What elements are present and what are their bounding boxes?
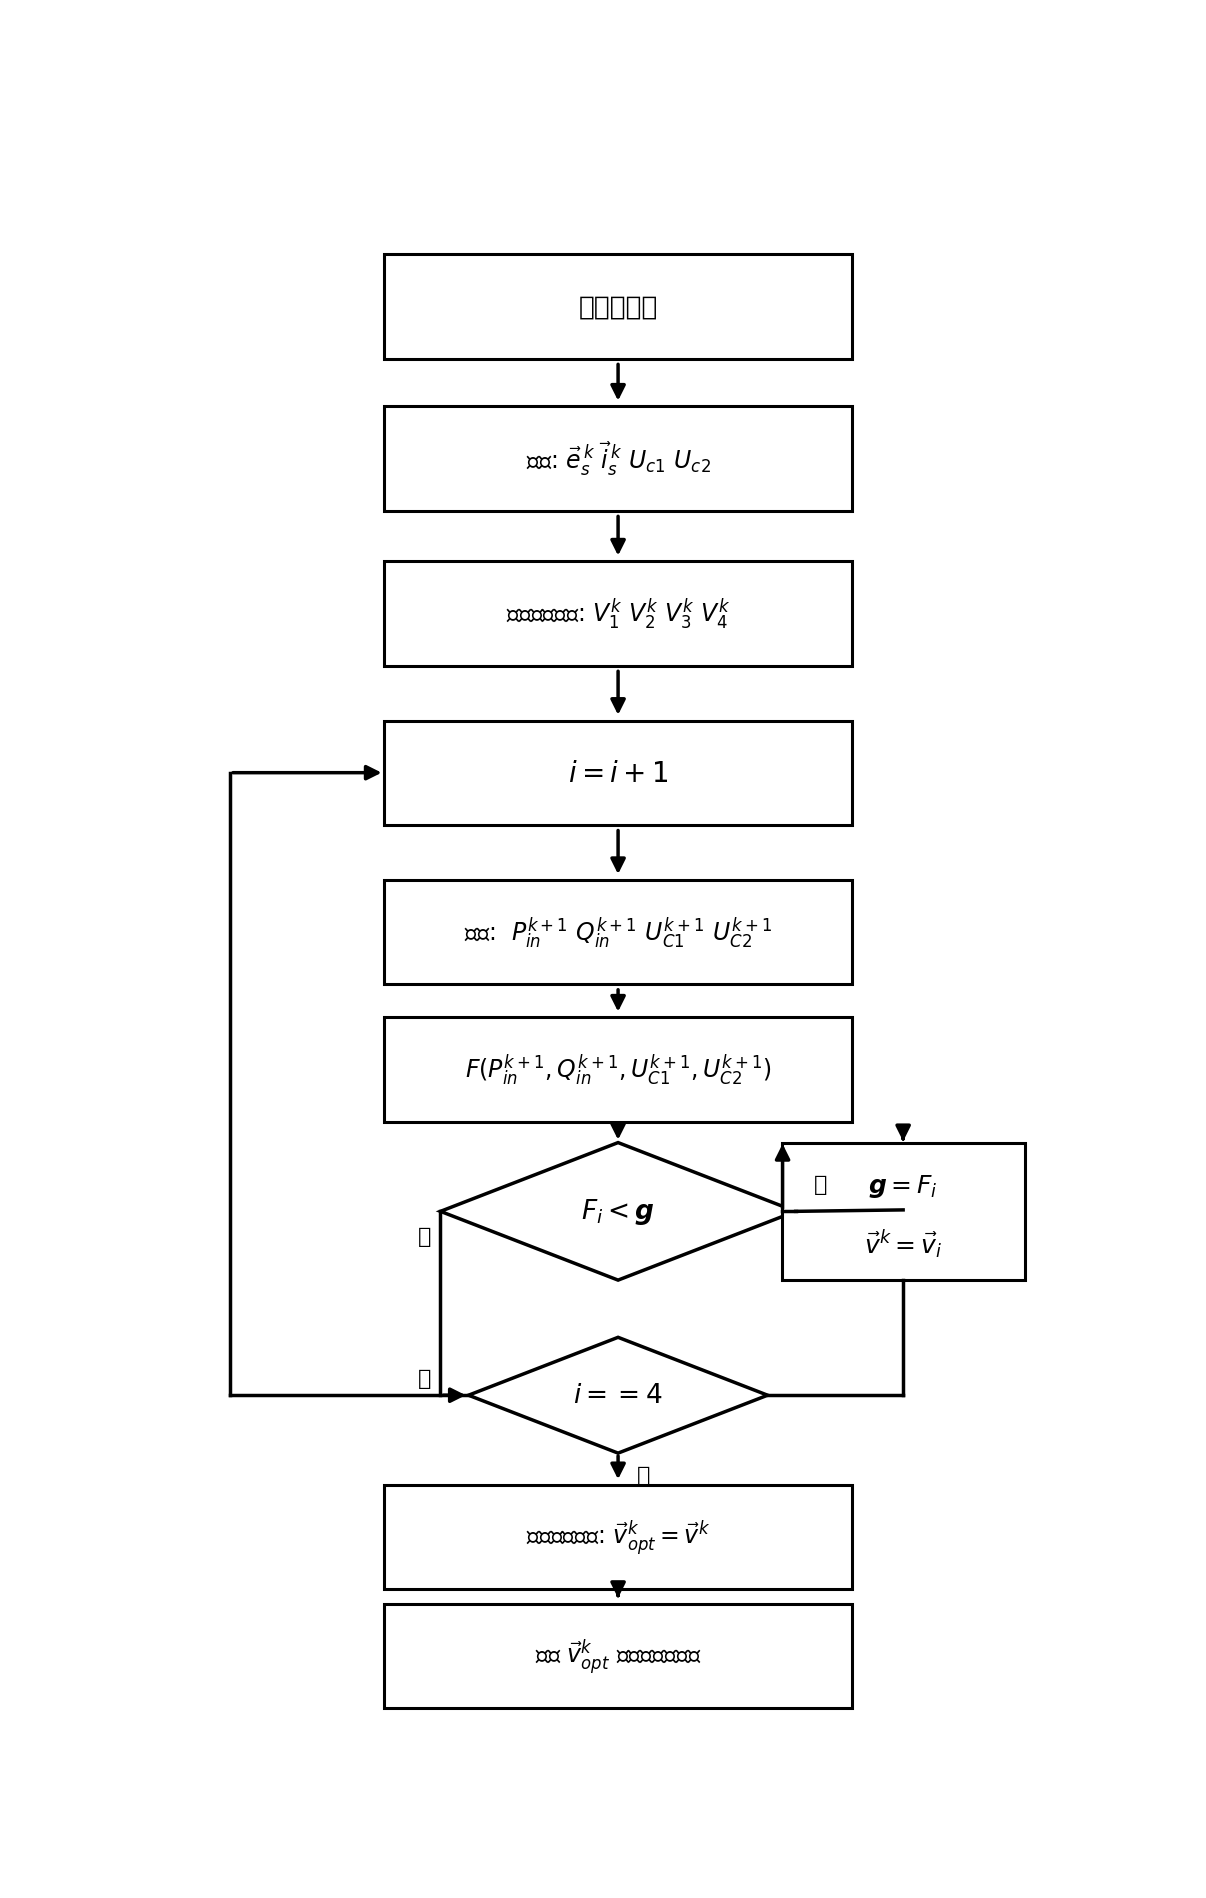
Polygon shape <box>440 1143 796 1281</box>
Text: 初始化变量: 初始化变量 <box>579 294 657 321</box>
Text: 预测:  $P_{in}^{k+1}\ Q_{in}^{k+1}\ U_{C1}^{k+1}\ U_{C2}^{k+1}$: 预测: $P_{in}^{k+1}\ Q_{in}^{k+1}\ U_{C1}^… <box>464 915 772 951</box>
Bar <box>385 1604 851 1708</box>
Text: 最优电压矢量: $\vec{v}_{opt}^k = \vec{v}^k$: 最优电压矢量: $\vec{v}_{opt}^k = \vec{v}^k$ <box>526 1517 710 1556</box>
Text: $F_i < \boldsymbol{g}$: $F_i < \boldsymbol{g}$ <box>581 1198 655 1226</box>
Bar <box>385 881 851 985</box>
Bar <box>385 1017 851 1122</box>
Text: $\vec{v}^k = \vec{v}_i$: $\vec{v}^k = \vec{v}_i$ <box>863 1228 942 1260</box>
Bar <box>781 1143 1025 1281</box>
Text: $F(P_{in}^{k+1},Q_{in}^{k+1},U_{C1}^{k+1},U_{C2}^{k+1})$: $F(P_{in}^{k+1},Q_{in}^{k+1},U_{C1}^{k+1… <box>464 1051 772 1088</box>
Text: 是: 是 <box>637 1465 650 1484</box>
Text: 计算电压矢量: $V_1^k\ V_2^k\ V_3^k\ V_4^k$: 计算电压矢量: $V_1^k\ V_2^k\ V_3^k\ V_4^k$ <box>507 596 730 632</box>
Text: $i==4$: $i==4$ <box>573 1382 663 1408</box>
Text: 施加 $\vec{v}_{opt}^k$ 对应的开关信号: 施加 $\vec{v}_{opt}^k$ 对应的开关信号 <box>535 1636 701 1676</box>
Text: $\boldsymbol{g} = F_i$: $\boldsymbol{g} = F_i$ <box>868 1173 938 1200</box>
Text: 测量: $\vec{e}_s^{\,k}\ \vec{i}_s^{\,k}\ U_{c1}\ U_{c2}$: 测量: $\vec{e}_s^{\,k}\ \vec{i}_s^{\,k}\ U… <box>526 440 710 478</box>
Bar <box>385 1486 851 1589</box>
Bar <box>385 562 851 666</box>
Text: 是: 是 <box>814 1175 827 1194</box>
Bar <box>385 254 851 359</box>
Bar <box>385 721 851 826</box>
Text: 否: 否 <box>417 1368 432 1387</box>
Polygon shape <box>468 1338 768 1454</box>
Bar <box>385 408 851 511</box>
Text: $i = i+1$: $i = i+1$ <box>568 759 668 788</box>
Text: 否: 否 <box>417 1226 432 1247</box>
